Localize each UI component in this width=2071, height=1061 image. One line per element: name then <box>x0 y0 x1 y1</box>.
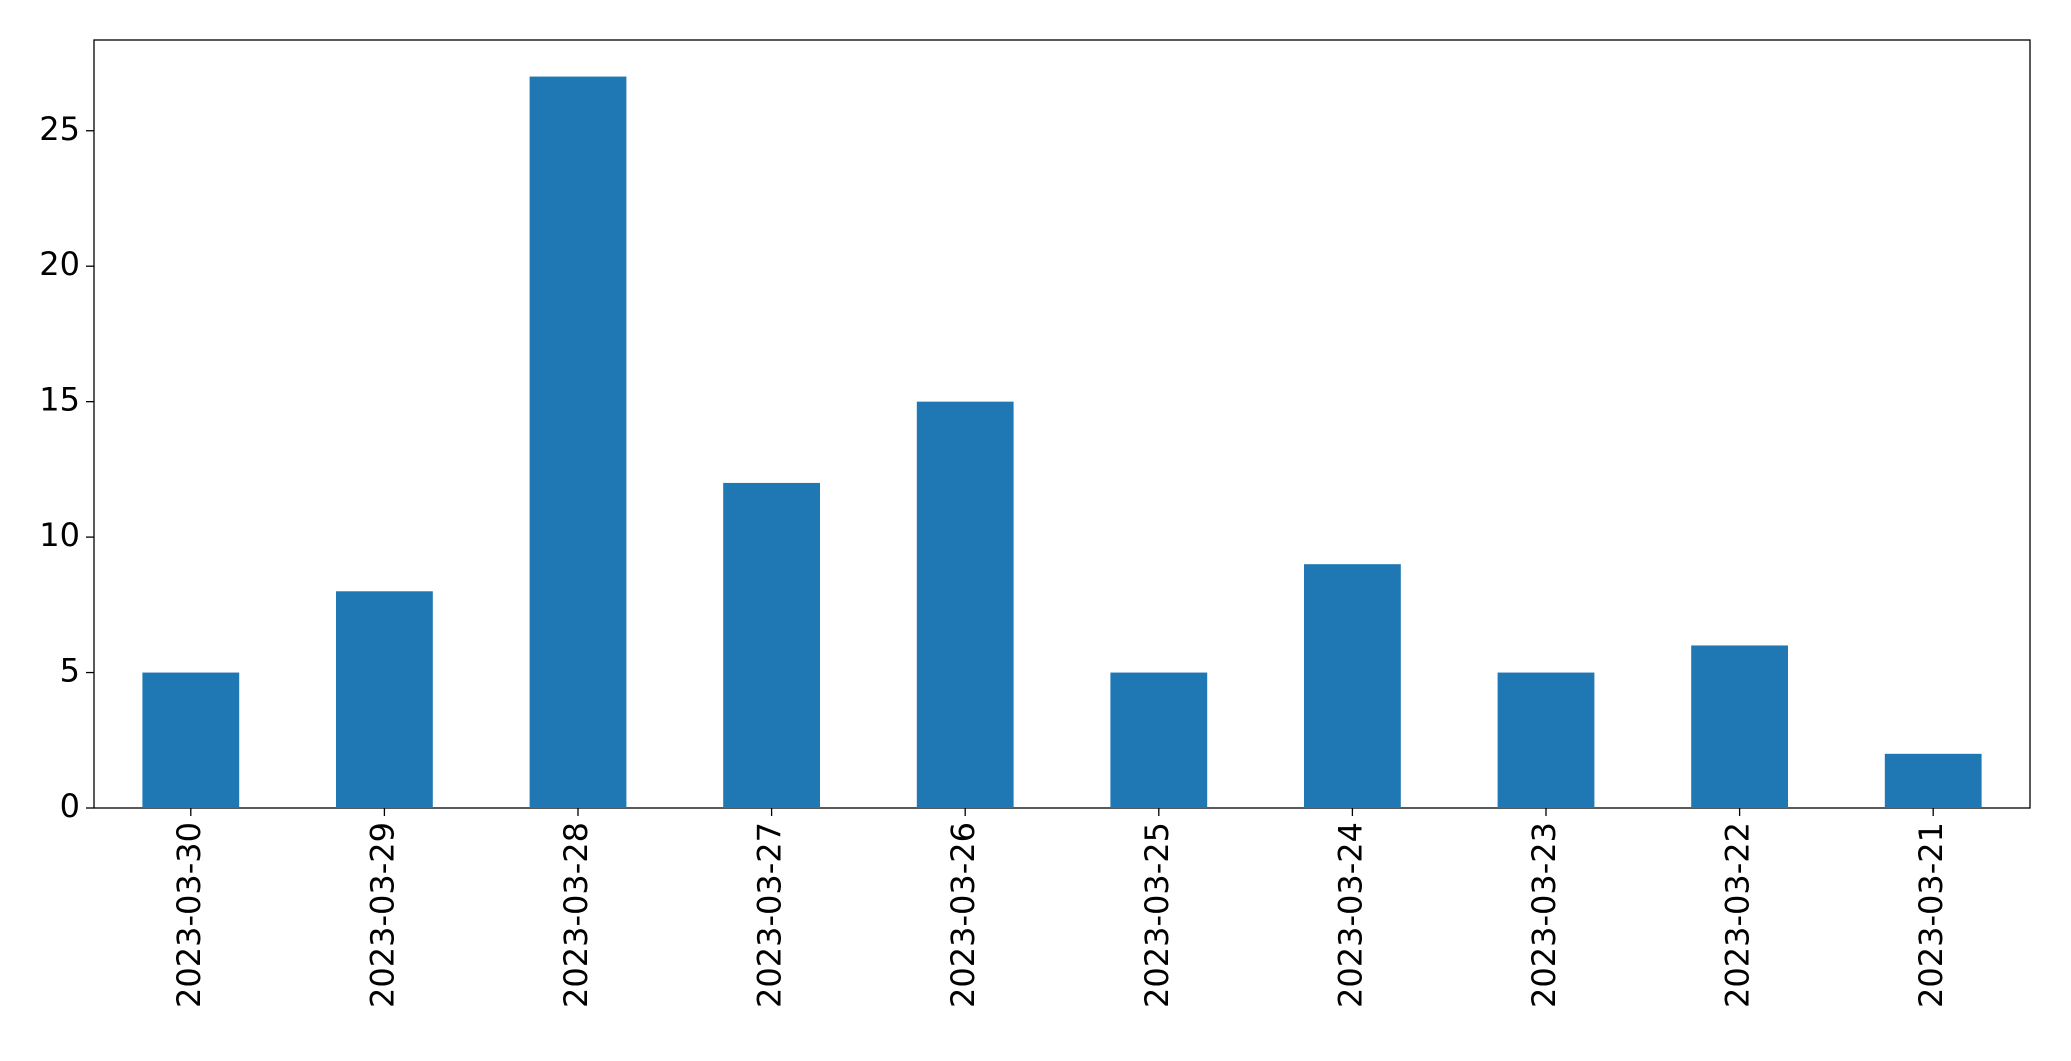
bar <box>1110 672 1208 808</box>
x-tick-label: 2023-03-22 <box>1719 822 1757 1008</box>
x-tick-label: 2023-03-26 <box>944 822 982 1008</box>
y-tick-label: 5 <box>60 652 80 690</box>
y-tick-label: 0 <box>60 787 80 825</box>
bar <box>1691 645 1788 808</box>
bar <box>1304 564 1401 808</box>
y-tick-label: 15 <box>39 381 80 419</box>
bar <box>1497 672 1595 808</box>
bar <box>916 401 1014 808</box>
plot-frame <box>93 39 2031 809</box>
bar <box>1884 753 1982 808</box>
x-tick-label: 2023-03-21 <box>1912 822 1950 1008</box>
x-tick-label: 2023-03-25 <box>1138 822 1176 1008</box>
x-tick-label: 2023-03-24 <box>1331 822 1369 1008</box>
x-tick-label: 2023-03-30 <box>170 822 208 1008</box>
y-tick-label: 25 <box>39 110 80 148</box>
y-tick-label: 20 <box>39 245 80 283</box>
x-tick-label: 2023-03-23 <box>1525 822 1563 1008</box>
bar <box>142 672 240 808</box>
y-tick-label: 10 <box>39 516 80 554</box>
x-tick-label: 2023-03-29 <box>363 822 401 1008</box>
x-tick-label: 2023-03-28 <box>557 822 595 1008</box>
bar <box>336 591 433 808</box>
bar <box>723 482 820 808</box>
bar <box>529 76 627 809</box>
x-tick-label: 2023-03-27 <box>751 822 789 1008</box>
